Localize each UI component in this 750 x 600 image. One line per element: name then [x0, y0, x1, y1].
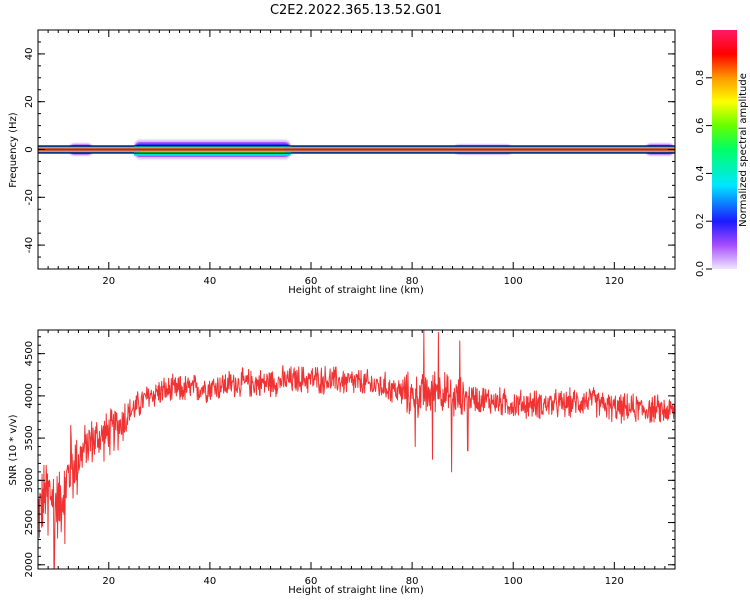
x-tick-label: 20 — [102, 576, 115, 587]
colorbar-ticks: 0.0 0.2 0.4 0.6 0.8 — [695, 70, 712, 277]
colorbar-tick-label: 0.0 — [695, 261, 706, 277]
x-tick-label: 120 — [605, 576, 624, 587]
snr-series-line — [38, 330, 675, 569]
figure-title: C2E2.2022.365.13.52.G01 — [270, 3, 442, 18]
y-tick-label: 40 — [24, 48, 35, 61]
y-tick-label: -40 — [24, 237, 35, 253]
x-tick-label: 100 — [504, 576, 523, 587]
y-tick-label: 2000 — [24, 552, 35, 577]
x-tick-label: 20 — [102, 276, 115, 287]
y-tick-label: 4000 — [24, 383, 35, 408]
snr-axes: 20 40 60 80 100 120 2000 2500 3000 3500 4000 4500 — [24, 330, 676, 587]
x-tick-label: 60 — [305, 576, 318, 587]
x-tick-label: 80 — [406, 576, 419, 587]
spectrogram-panel: 20 40 60 80 100 120 -40 -20 0 20 40 Height of stra… — [8, 29, 676, 296]
x-tick-label: 120 — [605, 276, 624, 287]
colorbar-label: Normalized spectral amplitude — [738, 73, 749, 227]
colorbar-tick-label: 0.8 — [695, 70, 706, 86]
y-tick-label: 20 — [24, 95, 35, 108]
spectrogram-ylabel: Frequency (Hz) — [8, 112, 19, 188]
y-tick-label: 3000 — [24, 468, 35, 493]
y-tick-label: 0 — [24, 146, 35, 152]
spectrogram-band — [38, 138, 675, 161]
snr-ylabel: SNR (10 * v/v) — [8, 414, 19, 485]
y-tick-label: -20 — [24, 189, 35, 205]
x-tick-label: 40 — [204, 276, 217, 287]
x-tick-label: 40 — [204, 576, 217, 587]
spectrogram-xlabel: Height of straight line (km) — [288, 285, 424, 296]
x-tick-label: 80 — [406, 276, 419, 287]
snr-xlabel: Height of straight line (km) — [288, 585, 424, 596]
colorbar-tick-label: 0.6 — [695, 118, 706, 134]
y-tick-label: 3500 — [24, 425, 35, 450]
colorbar-tick-label: 0.2 — [695, 213, 706, 229]
x-tick-label: 60 — [305, 276, 318, 287]
y-tick-label: 4500 — [24, 341, 35, 366]
colorbar: 0.0 0.2 0.4 0.6 0.8 Normalized spectral ampl… — [695, 30, 749, 277]
colorbar-gradient — [712, 30, 737, 269]
y-tick-label: 2500 — [24, 510, 35, 535]
x-tick-label: 100 — [504, 276, 523, 287]
colorbar-tick-label: 0.4 — [695, 165, 706, 181]
spectrogram-axes: 20 40 60 80 100 120 -40 -20 0 20 40 — [24, 29, 676, 287]
snr-panel: 20 40 60 80 100 120 2000 2500 3000 3500 4000 4500 H… — [8, 329, 676, 596]
snr-frame — [37, 329, 676, 570]
